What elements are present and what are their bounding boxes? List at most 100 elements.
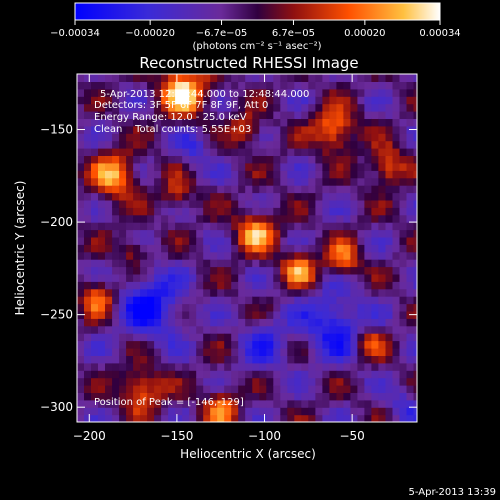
heatmap-cell [196,244,204,253]
heatmap-cell [378,185,386,194]
heatmap-cell [245,229,253,238]
heatmap-cell [259,118,267,127]
heatmap-cell [203,192,211,201]
heatmap-cell [133,251,141,260]
heatmap-cell [245,333,253,342]
heatmap-cell [259,407,267,416]
heatmap-cell [301,214,309,223]
heatmap-cell [105,170,113,179]
heatmap-cell [287,155,295,164]
heatmap-cell [77,377,85,386]
heatmap-cell [175,392,183,401]
heatmap-cell [84,192,92,201]
heatmap-cell [315,362,323,371]
heatmap-cell [231,266,239,275]
heatmap-cell [133,259,141,268]
heatmap-cell [161,148,169,156]
heatmap-cell [357,207,365,216]
heatmap-cell [385,333,394,342]
heatmap-cell [357,266,365,275]
heatmap-cell [217,148,225,156]
heatmap-cell [371,236,379,245]
heatmap-cell [322,192,330,201]
heatmap-cell [98,385,106,393]
heatmap-cell [175,318,183,327]
heatmap-cell [147,266,155,275]
heatmap-cell [378,103,386,112]
heatmap-cell [245,303,253,312]
heatmap-cell [147,170,155,179]
heatmap-cell [301,222,309,231]
heatmap-cell [273,96,281,105]
heatmap-cell [154,148,162,156]
heatmap-cell [259,155,267,164]
heatmap-cell [357,392,365,401]
heatmap-cell [203,185,211,194]
heatmap-cell [238,281,246,290]
heatmap-cell [357,140,365,149]
heatmap-cell [371,140,379,149]
heatmap-cell [112,148,120,156]
heatmap-cell [364,288,372,297]
heatmap-cell [343,207,351,216]
heatmap-cell [154,185,162,194]
heatmap-cell [91,392,99,401]
heatmap-cell [336,325,344,334]
heatmap-cell [357,177,365,186]
heatmap-cell [203,355,211,364]
heatmap-cell [294,96,302,105]
heatmap-cell [154,273,162,282]
heatmap-cell [224,414,232,422]
heatmap-cell [252,348,260,356]
heatmap-cell [84,177,92,186]
heatmap-cell [126,207,134,216]
heatmap-cell [350,155,358,164]
heatmap-cell [161,259,169,268]
heatmap-cell [217,340,225,349]
heatmap-cell [133,185,141,194]
heatmap-cell [406,370,415,379]
heatmap-cell [238,155,246,164]
heatmap-cell [245,111,253,119]
heatmap-cell [280,392,288,401]
heatmap-cell [196,229,204,238]
heatmap-cell [308,96,316,105]
heatmap-cell [357,162,365,171]
heatmap-cell [392,133,401,142]
heatmap-cell [189,199,197,208]
heatmap-cell [189,192,197,201]
heatmap-cell [182,74,190,82]
heatmap-cell [238,392,246,401]
heatmap-cell [168,155,176,164]
heatmap-cell [371,392,379,401]
heatmap-cell [399,362,408,371]
heatmap-cell [329,155,337,164]
heatmap-cell [168,236,176,245]
heatmap-cell [154,81,162,90]
heatmap-cell [280,318,288,327]
heatmap-cell [105,133,113,142]
heatmap-cell [259,170,267,179]
heatmap-cell [322,325,330,334]
heatmap-cell [280,251,288,260]
heatmap-cell [238,185,246,194]
heatmap-cell [154,355,162,364]
heatmap-cell [329,251,337,260]
heatmap-cell [147,111,155,119]
heatmap-cell [259,385,267,393]
heatmap-cell [343,362,351,371]
heatmap-cell [252,414,260,422]
heatmap-cell [238,273,246,282]
heatmap-cell [371,222,379,231]
heatmap-cell [238,377,246,386]
heatmap-cell [231,192,239,201]
heatmap-cell [336,111,344,119]
heatmap-cell [189,325,197,334]
heatmap-cell [329,140,337,149]
heatmap-cell [210,310,218,319]
heatmap-cell [203,266,211,275]
heatmap-cell [343,192,351,201]
heatmap-cell [413,244,417,253]
heatmap-cell [259,348,267,356]
heatmap-cell [147,310,155,319]
